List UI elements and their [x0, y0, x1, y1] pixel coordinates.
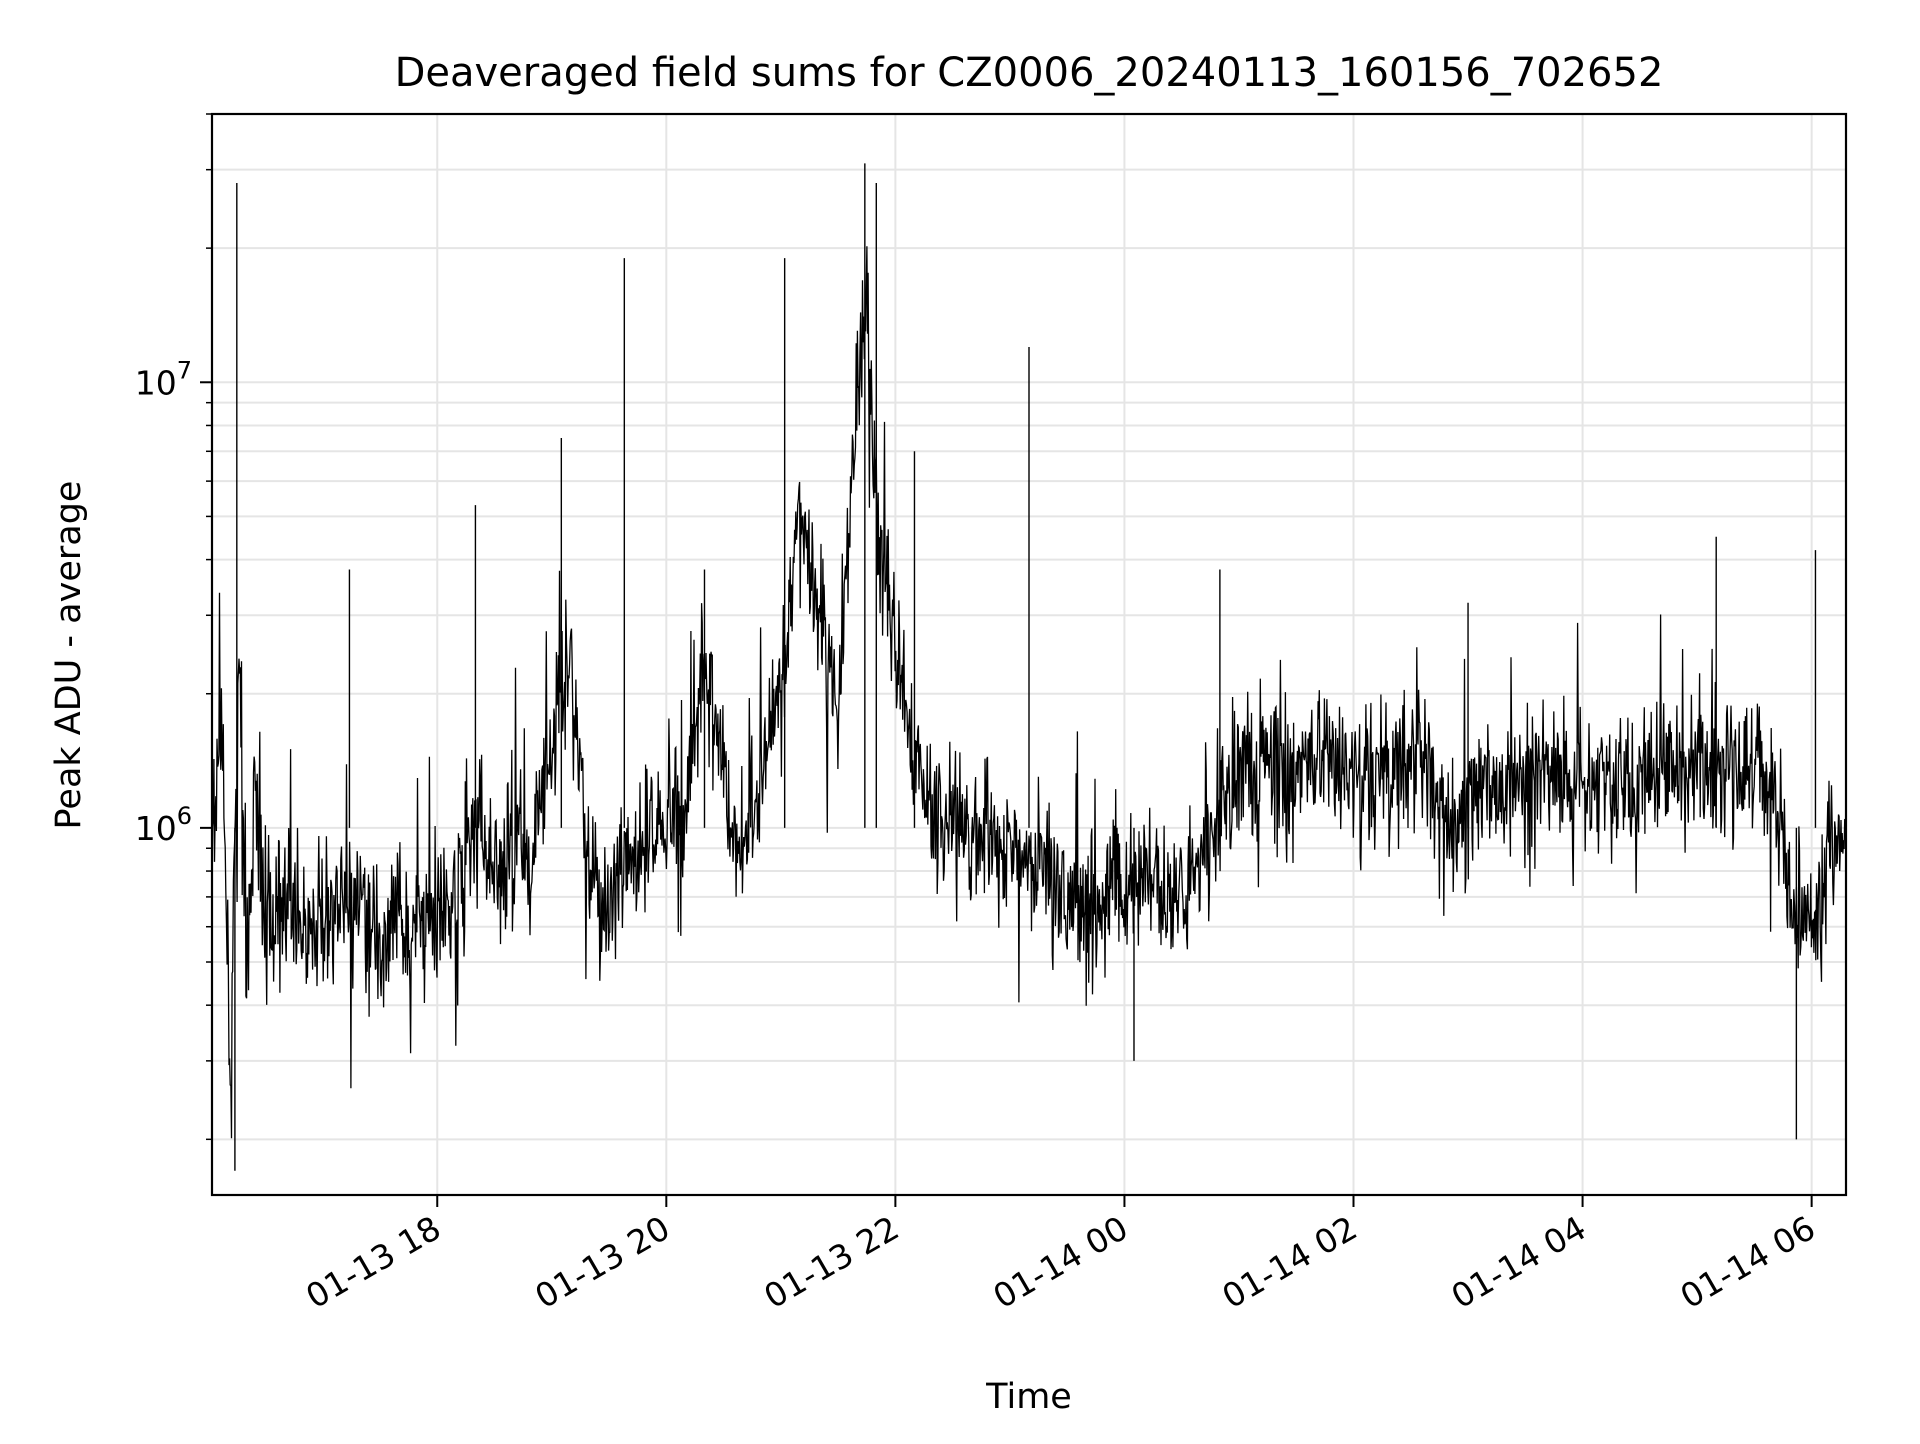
x-tick-label: 01-14 04 — [1445, 1208, 1593, 1316]
y-axis: 106 107 — [135, 113, 212, 1141]
x-tick-label: 01-13 22 — [757, 1208, 905, 1316]
y-axis-label: Peak ADU - average — [49, 481, 89, 830]
x-tick-label: 01-14 02 — [1216, 1208, 1364, 1316]
x-tick-label: 01-13 18 — [299, 1208, 447, 1316]
x-tick-label: 01-13 20 — [528, 1208, 676, 1316]
x-tick-label: 01-14 00 — [986, 1208, 1134, 1316]
x-tick-label: 01-14 06 — [1674, 1208, 1822, 1316]
y-tick-label: 107 — [135, 356, 192, 402]
series-line — [211, 246, 1847, 1139]
plot-frame — [210, 112, 1848, 1197]
x-axis-label: Time — [985, 1377, 1072, 1417]
chart-title: Deaveraged field sums for CZ0006_2024011… — [395, 50, 1664, 96]
series-layer — [211, 163, 1847, 1171]
x-axis: 01-13 18 01-13 20 01-13 22 01-14 00 01-14 02… — [299, 1195, 1822, 1316]
y-tick-label: 106 — [135, 802, 192, 848]
